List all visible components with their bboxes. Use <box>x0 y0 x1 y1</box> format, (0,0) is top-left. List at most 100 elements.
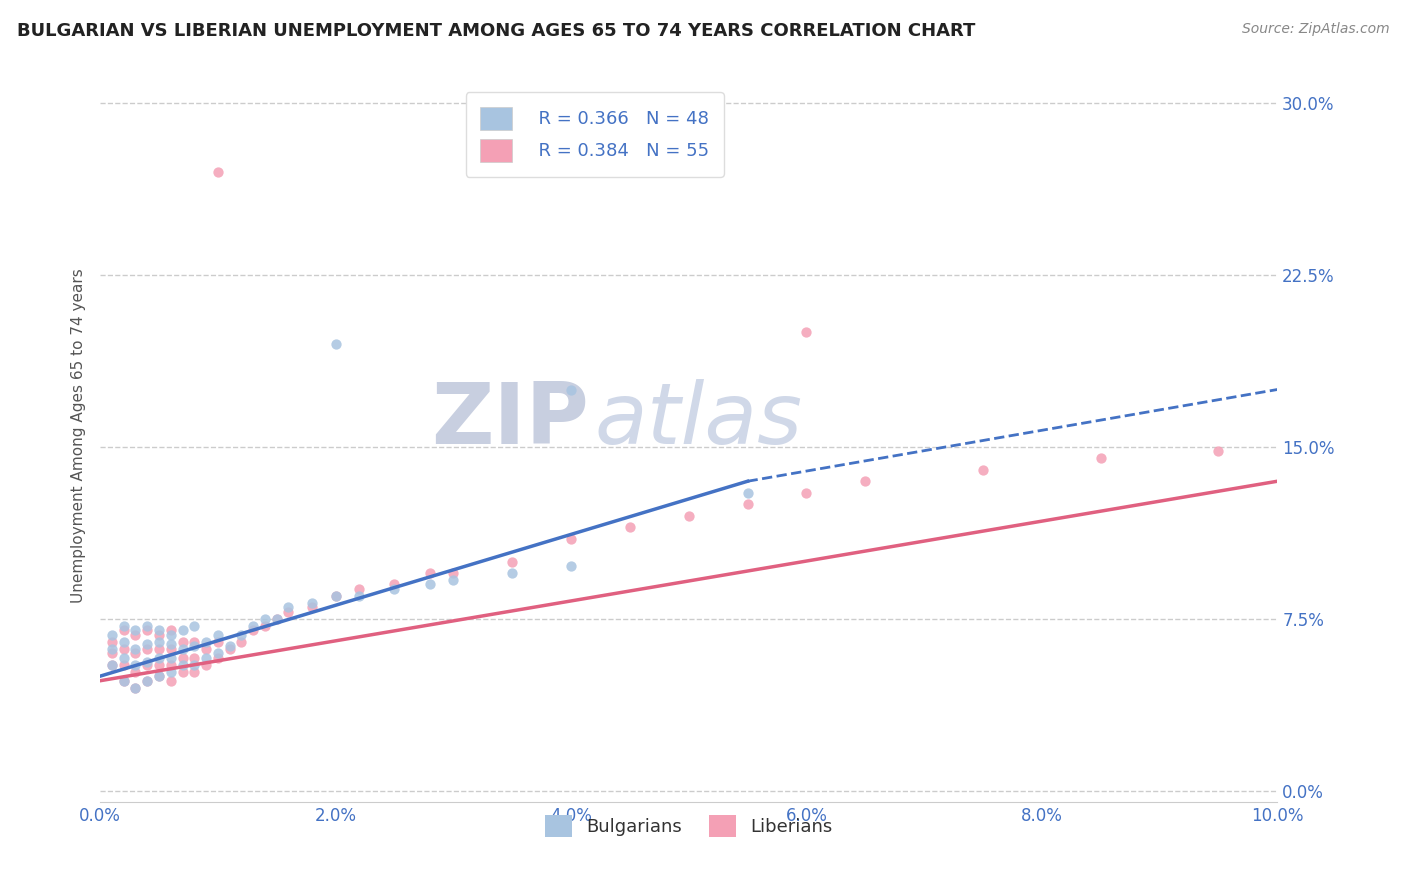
Point <box>207 634 229 648</box>
Point <box>619 520 641 534</box>
Point <box>148 669 170 683</box>
Point <box>253 618 276 632</box>
Point <box>136 657 159 672</box>
Point <box>159 637 181 651</box>
Point <box>253 612 276 626</box>
Point <box>136 624 159 638</box>
Point <box>277 605 299 619</box>
Point <box>112 650 135 665</box>
Point <box>207 650 229 665</box>
Text: BULGARIAN VS LIBERIAN UNEMPLOYMENT AMONG AGES 65 TO 74 YEARS CORRELATION CHART: BULGARIAN VS LIBERIAN UNEMPLOYMENT AMONG… <box>17 22 976 40</box>
Point <box>101 657 124 672</box>
Point <box>207 646 229 660</box>
Point <box>737 497 759 511</box>
Point <box>101 634 124 648</box>
Point <box>159 641 181 656</box>
Point <box>159 650 181 665</box>
Point <box>1208 444 1230 458</box>
Point <box>101 657 124 672</box>
Point <box>148 669 170 683</box>
Point <box>159 657 181 672</box>
Point <box>266 612 288 626</box>
Point <box>195 634 218 648</box>
Point <box>124 657 146 672</box>
Point <box>419 566 441 580</box>
Point <box>218 641 240 656</box>
Point <box>183 657 205 672</box>
Point <box>124 624 146 638</box>
Point <box>112 673 135 688</box>
Point <box>266 612 288 626</box>
Point <box>101 641 124 656</box>
Text: atlas: atlas <box>595 379 803 462</box>
Point <box>112 618 135 632</box>
Point <box>441 566 464 580</box>
Legend: Bulgarians, Liberians: Bulgarians, Liberians <box>537 808 839 845</box>
Point <box>172 650 194 665</box>
Point <box>501 566 523 580</box>
Point <box>148 641 170 656</box>
Point <box>112 624 135 638</box>
Point <box>172 624 194 638</box>
Point <box>301 600 323 615</box>
Point <box>159 665 181 679</box>
Point <box>159 628 181 642</box>
Point <box>242 618 264 632</box>
Point <box>136 618 159 632</box>
Point <box>183 640 205 654</box>
Point <box>207 628 229 642</box>
Point <box>560 383 582 397</box>
Point <box>124 681 146 695</box>
Point <box>136 656 159 670</box>
Point <box>136 673 159 688</box>
Point <box>419 577 441 591</box>
Point <box>347 589 370 603</box>
Point <box>172 665 194 679</box>
Point <box>124 641 146 656</box>
Point <box>136 641 159 656</box>
Point <box>195 650 218 665</box>
Point <box>124 665 146 679</box>
Point <box>678 508 700 523</box>
Point <box>172 657 194 672</box>
Point <box>195 657 218 672</box>
Y-axis label: Unemployment Among Ages 65 to 74 years: Unemployment Among Ages 65 to 74 years <box>72 268 86 603</box>
Point <box>384 582 406 596</box>
Point <box>441 573 464 587</box>
Point <box>172 634 194 648</box>
Point <box>231 634 253 648</box>
Point <box>325 589 347 603</box>
Point <box>148 628 170 642</box>
Text: Source: ZipAtlas.com: Source: ZipAtlas.com <box>1241 22 1389 37</box>
Point <box>159 673 181 688</box>
Point <box>112 657 135 672</box>
Point <box>124 628 146 642</box>
Point <box>172 641 194 656</box>
Point <box>737 485 759 500</box>
Point <box>112 673 135 688</box>
Point <box>384 577 406 591</box>
Point <box>231 628 253 642</box>
Point <box>136 637 159 651</box>
Point <box>112 634 135 648</box>
Point <box>136 673 159 688</box>
Point <box>325 336 347 351</box>
Point <box>183 650 205 665</box>
Point <box>148 650 170 665</box>
Point <box>195 641 218 656</box>
Point <box>325 589 347 603</box>
Point <box>183 634 205 648</box>
Point <box>560 532 582 546</box>
Point <box>501 554 523 568</box>
Point <box>218 640 240 654</box>
Point <box>159 624 181 638</box>
Point <box>207 164 229 178</box>
Point <box>124 646 146 660</box>
Point <box>148 624 170 638</box>
Point <box>242 624 264 638</box>
Point <box>183 665 205 679</box>
Point <box>101 646 124 660</box>
Point <box>148 634 170 648</box>
Point <box>560 559 582 574</box>
Point <box>347 582 370 596</box>
